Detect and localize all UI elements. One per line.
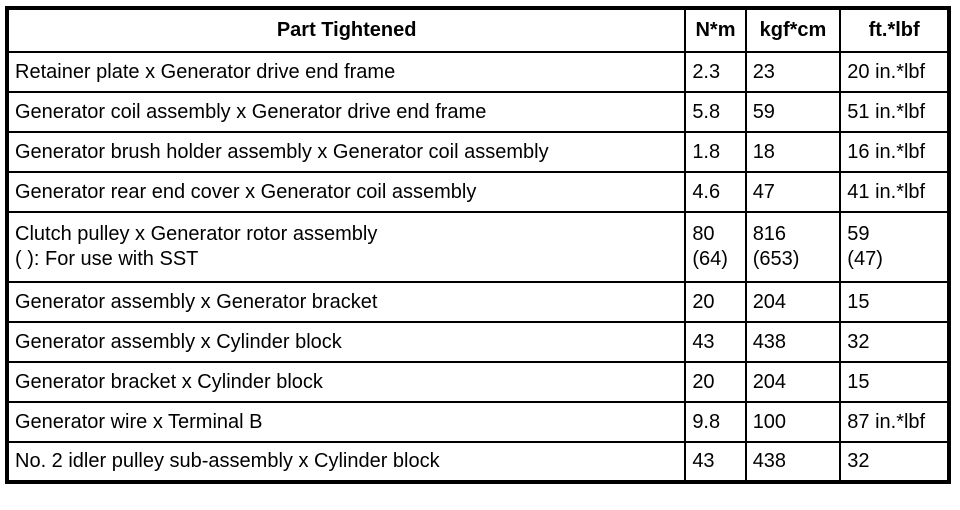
cell-ftlbf: 51 in.*lbf — [839, 91, 950, 133]
cell-kgfcm: 438 — [744, 321, 842, 363]
cell-kgfcm: 59 — [744, 91, 842, 133]
cell-part: Clutch pulley x Generator rotor assembly… — [5, 211, 687, 283]
cell-part: Generator assembly x Cylinder block — [5, 321, 687, 363]
cell-ftlbf: 20 in.*lbf — [839, 51, 950, 93]
cell-part: Generator coil assembly x Generator driv… — [5, 91, 687, 133]
cell-ftlbf: 41 in.*lbf — [839, 171, 950, 213]
table-row: No. 2 idler pulley sub-assembly x Cylind… — [5, 441, 950, 483]
cell-kgfcm: 204 — [744, 361, 842, 403]
table-row: Clutch pulley x Generator rotor assembly… — [5, 211, 950, 283]
table-row: Retainer plate x Generator drive end fra… — [5, 51, 950, 93]
cell-kgfcm: 18 — [744, 131, 842, 173]
cell-part: Generator assembly x Generator bracket — [5, 281, 687, 323]
header-ftlbf: ft.*lbf — [839, 7, 950, 53]
cell-part: Generator rear end cover x Generator coi… — [5, 171, 687, 213]
cell-ftlbf: 87 in.*lbf — [839, 401, 950, 443]
cell-nm: 80 (64) — [684, 211, 747, 283]
table-row: Generator brush holder assembly x Genera… — [5, 131, 950, 173]
table-row: Generator coil assembly x Generator driv… — [5, 91, 950, 133]
cell-part: Retainer plate x Generator drive end fra… — [5, 51, 687, 93]
header-part-tightened: Part Tightened — [5, 7, 687, 53]
cell-kgfcm: 23 — [744, 51, 842, 93]
cell-nm: 2.3 — [684, 51, 747, 93]
cell-nm: 43 — [684, 441, 747, 483]
cell-kgfcm: 47 — [744, 171, 842, 213]
cell-ftlbf: 32 — [839, 441, 950, 483]
cell-ftlbf: 32 — [839, 321, 950, 363]
table-row: Generator wire x Terminal B 9.8 100 87 i… — [5, 401, 950, 443]
cell-nm: 43 — [684, 321, 747, 363]
table-row: Generator assembly x Generator bracket 2… — [5, 281, 950, 323]
cell-ftlbf: 15 — [839, 281, 950, 323]
cell-nm: 4.6 — [684, 171, 747, 213]
header-kgfcm: kgf*cm — [744, 7, 842, 53]
cell-nm: 1.8 — [684, 131, 747, 173]
cell-kgfcm: 816 (653) — [744, 211, 842, 283]
cell-ftlbf: 59 (47) — [839, 211, 950, 283]
cell-part: Generator wire x Terminal B — [5, 401, 687, 443]
cell-ftlbf: 16 in.*lbf — [839, 131, 950, 173]
cell-kgfcm: 438 — [744, 441, 842, 483]
cell-part: Generator bracket x Cylinder block — [5, 361, 687, 403]
cell-kgfcm: 204 — [744, 281, 842, 323]
table-row: Generator rear end cover x Generator coi… — [5, 171, 950, 213]
cell-part: No. 2 idler pulley sub-assembly x Cylind… — [5, 441, 687, 483]
cell-part: Generator brush holder assembly x Genera… — [5, 131, 687, 173]
cell-nm: 5.8 — [684, 91, 747, 133]
cell-nm: 9.8 — [684, 401, 747, 443]
table-row: Generator bracket x Cylinder block 20 20… — [5, 361, 950, 403]
table-header-row: Part Tightened N*m kgf*cm ft.*lbf — [5, 7, 950, 53]
cell-ftlbf: 15 — [839, 361, 950, 403]
cell-kgfcm: 100 — [744, 401, 842, 443]
torque-spec-table: Part Tightened N*m kgf*cm ft.*lbf Retain… — [5, 6, 951, 484]
header-nm: N*m — [684, 7, 747, 53]
cell-nm: 20 — [684, 361, 747, 403]
cell-nm: 20 — [684, 281, 747, 323]
table-row: Generator assembly x Cylinder block 43 4… — [5, 321, 950, 363]
